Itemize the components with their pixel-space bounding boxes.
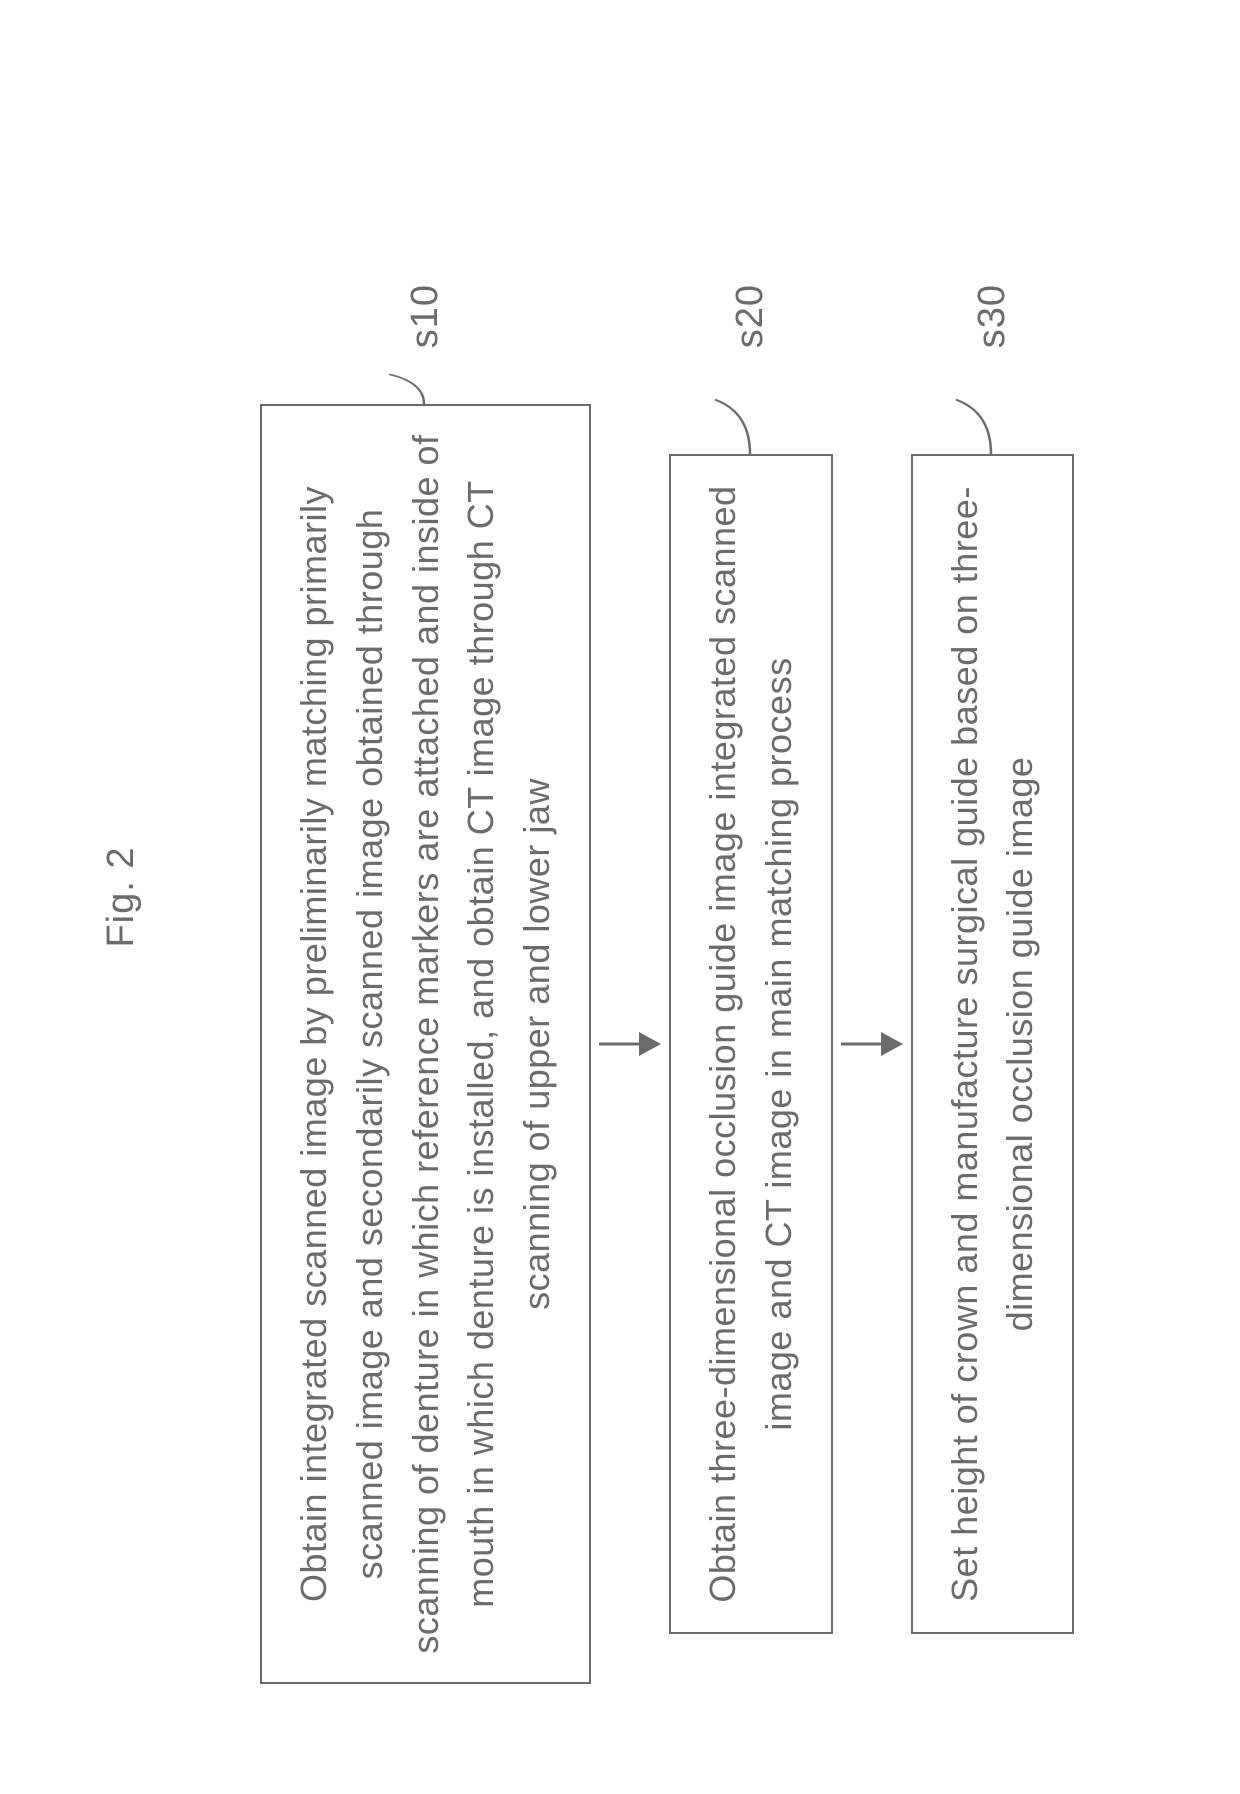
arrow-2 xyxy=(833,404,911,1684)
arrow-1 xyxy=(591,404,669,1684)
flow-step-1-row: Obtain integrated scanned image by preli… xyxy=(260,284,591,1684)
flow-step-2-row: Obtain three-dimensional occlusion guide… xyxy=(669,284,833,1684)
connector-1 xyxy=(424,348,426,404)
flowchart: Obtain integrated scanned image by preli… xyxy=(260,284,1074,1684)
connector-3 xyxy=(991,348,993,454)
flow-step-2-label: s20 xyxy=(729,284,772,348)
flow-step-3-box: Set height of crown and manufacture surg… xyxy=(911,454,1075,1634)
flow-step-3-row: Set height of crown and manufacture surg… xyxy=(911,284,1075,1684)
flow-step-2-box: Obtain three-dimensional occlusion guide… xyxy=(669,454,833,1634)
connector-2 xyxy=(750,348,752,454)
flow-step-1-box: Obtain integrated scanned image by preli… xyxy=(260,404,591,1684)
figure-title: Fig. 2 xyxy=(100,0,143,1794)
flow-step-3-label: s30 xyxy=(971,284,1014,348)
flow-step-1-label: s10 xyxy=(404,284,447,348)
